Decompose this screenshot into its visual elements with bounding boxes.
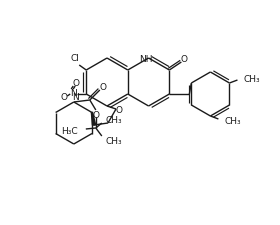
Text: O: O [181,55,188,64]
Text: CH₃: CH₃ [224,117,241,126]
Text: O: O [116,106,123,115]
Text: CH₃: CH₃ [106,136,122,145]
Text: CH₃: CH₃ [243,74,260,83]
Text: Cl: Cl [71,54,80,63]
Text: NH: NH [139,55,153,64]
Text: O: O [61,93,68,102]
Text: O: O [99,83,106,92]
Text: H₃C: H₃C [61,126,78,135]
Text: CH₃: CH₃ [106,116,122,125]
Text: N: N [73,92,79,101]
Polygon shape [91,113,95,126]
Text: O: O [73,79,80,88]
Text: N: N [70,88,77,97]
Text: O: O [92,111,99,120]
